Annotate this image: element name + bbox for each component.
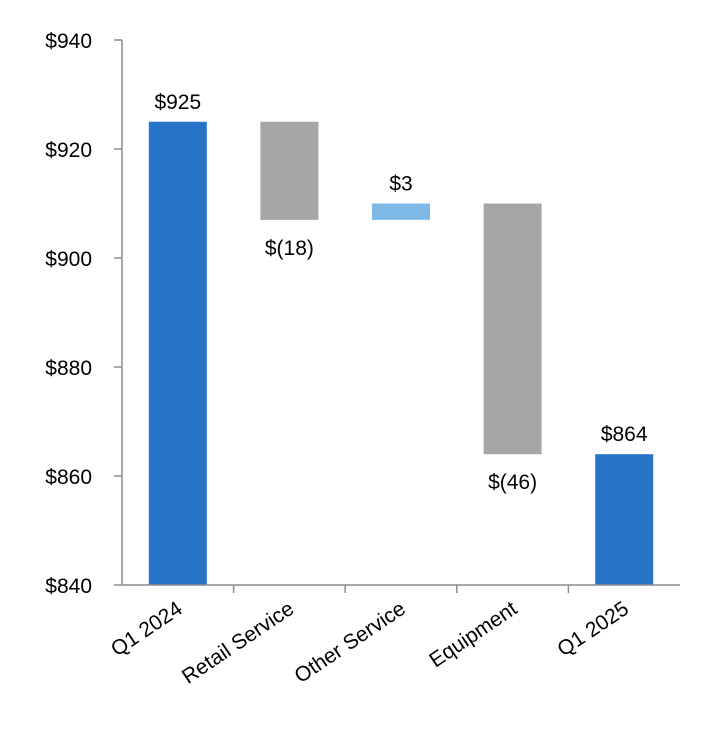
data-label: $864 [601, 423, 648, 446]
y-tick-label: $840 [45, 575, 92, 598]
bar-q1-2025 [595, 454, 654, 585]
x-tick-label: Retail Service [178, 597, 298, 689]
x-tick-label: Equipment [425, 597, 521, 672]
data-label: $925 [154, 91, 201, 114]
bar-equipment [483, 203, 542, 455]
y-tick-label: $860 [45, 466, 92, 489]
bars-group [148, 121, 654, 585]
data-label: $(46) [488, 471, 537, 494]
x-tick-label: Q1 2025 [553, 597, 633, 661]
y-tick-label: $900 [45, 248, 92, 271]
y-tick-label: $920 [45, 139, 92, 162]
bar-other-service [372, 203, 430, 220]
axes-group [114, 39, 680, 593]
bar-q1-2024 [148, 121, 207, 585]
labels-group: $925 $(18) $3 $(46) $864 $840 $860 $880 $900 $920… [45, 30, 648, 689]
bar-retail-service [260, 121, 319, 220]
data-label: $3 [389, 173, 412, 196]
y-tick-label: $880 [45, 357, 92, 380]
data-label: $(18) [265, 237, 314, 260]
x-tick-label: Q1 2024 [107, 597, 187, 661]
x-tick-label: Other Service [290, 597, 409, 688]
y-tick-label: $940 [45, 30, 92, 53]
